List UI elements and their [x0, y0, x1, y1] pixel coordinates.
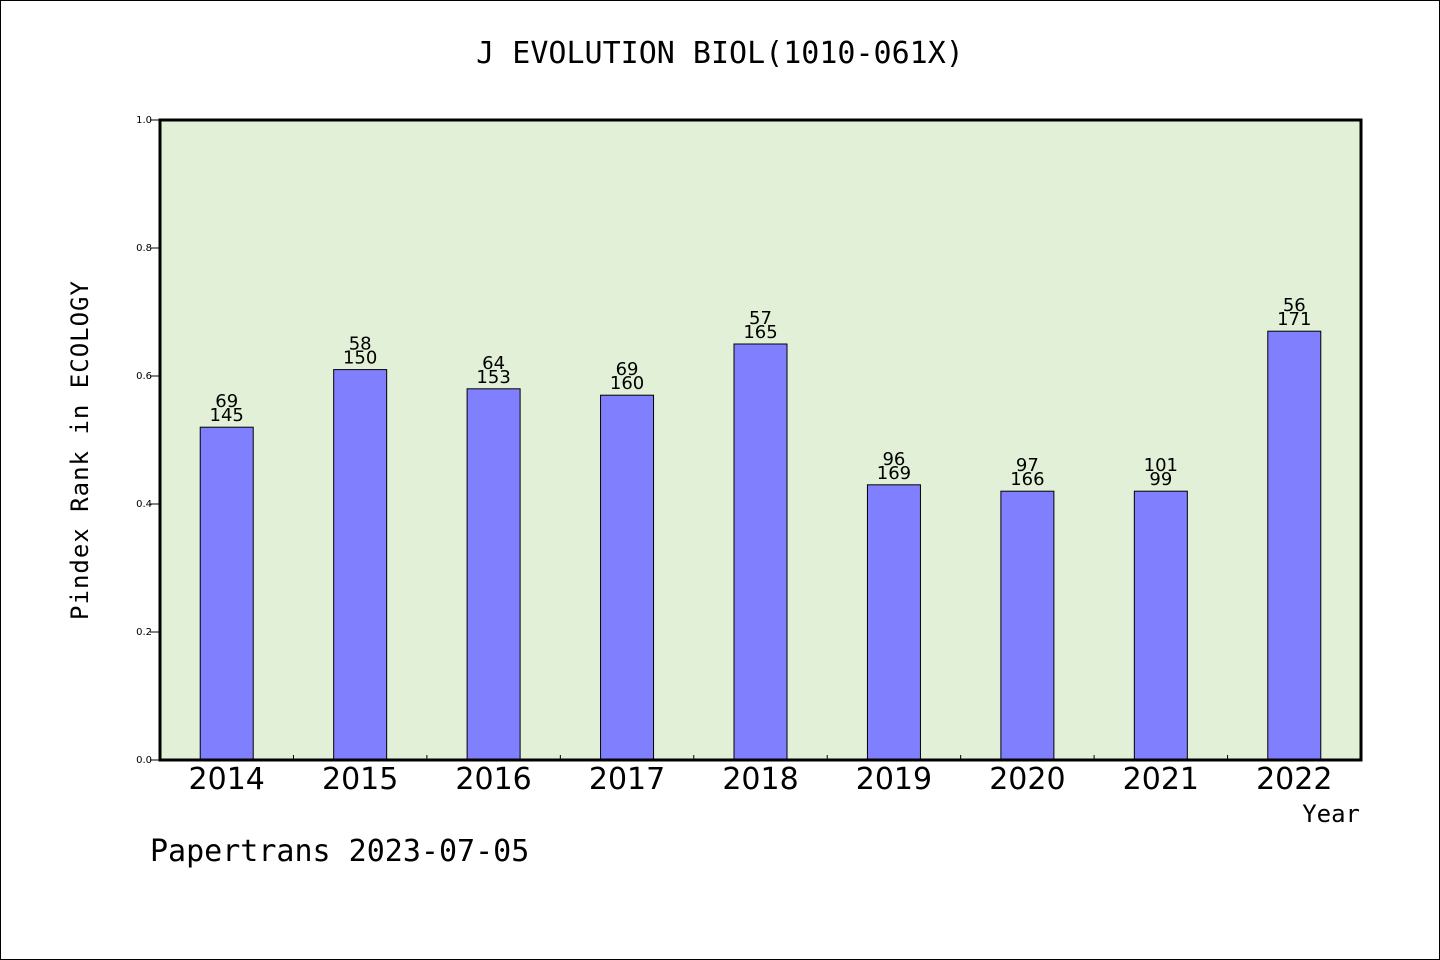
bar-2014: [199, 426, 254, 761]
x-tick-label-2019: 2019: [856, 762, 932, 797]
x-tick-label-2020: 2020: [989, 762, 1065, 797]
bar-rank-label-2018: 57: [749, 308, 772, 329]
x-tick-label-2021: 2021: [1123, 762, 1199, 797]
bar-rank-label-2020: 97: [1016, 455, 1039, 476]
bar-total-label-2020: 166: [1010, 469, 1044, 490]
y-tick-label: 0.4: [136, 499, 152, 510]
x-tick-label-2014: 2014: [189, 762, 265, 797]
bar-total-label-2022: 171: [1277, 309, 1311, 330]
bar-total-label-2018: 165: [743, 322, 777, 343]
y-tick-label: 0.6: [136, 371, 152, 382]
y-tick-label: 0.2: [136, 627, 152, 638]
bar-2017: [600, 394, 655, 761]
x-tick-label-2018: 2018: [722, 762, 798, 797]
bar-rank-label-2019: 96: [882, 449, 905, 470]
bar-total-label-2016: 153: [476, 367, 510, 388]
y-tick-label: 0.0: [136, 755, 152, 766]
bar-2015: [333, 369, 388, 761]
y-axis: 0.0 0.2 0.4 0.6 0.8 1.0: [136, 115, 160, 766]
chart-title: J EVOLUTION BIOL(1010-061X): [476, 36, 964, 71]
bar-total-label-2017: 160: [610, 373, 644, 394]
x-tick-label-2022: 2022: [1256, 762, 1332, 797]
x-axis-label: Year: [1302, 800, 1360, 828]
bar-rank-label-2015: 58: [349, 334, 372, 355]
bar-total-label-2014: 145: [210, 405, 244, 426]
y-tick-label: 1.0: [136, 115, 152, 126]
bar-2022: [1267, 330, 1322, 761]
bar-total-label-2019: 169: [877, 463, 911, 484]
bar-2021: [1133, 490, 1188, 761]
bar-total-label-2021: 99: [1149, 469, 1172, 490]
bar-2019: [866, 484, 921, 761]
x-tick-label-2015: 2015: [322, 762, 398, 797]
bar-rank-label-2021: 101: [1144, 455, 1178, 476]
bar-total-label-2015: 150: [343, 348, 377, 369]
x-tick-label-2016: 2016: [455, 762, 531, 797]
plot-border: [158, 118, 1363, 762]
bar-2018: [733, 343, 788, 761]
y-tick-label: 0.8: [136, 243, 152, 254]
x-tick-label-2017: 2017: [589, 762, 665, 797]
bar-2016: [466, 388, 521, 761]
bar-rank-label-2016: 64: [482, 353, 505, 374]
bar-2020: [1000, 490, 1055, 761]
x-axis: 2014 2015 2016 2017 2018 2019 2020 2021 2022: [189, 755, 1332, 797]
bar-rank-label-2022: 56: [1283, 295, 1306, 316]
footer-credit: Papertrans 2023-07-05: [150, 834, 530, 869]
bars-layer: [199, 330, 1322, 761]
bar-rank-label-2017: 69: [616, 359, 639, 380]
bar-rank-label-2014: 69: [215, 391, 238, 412]
